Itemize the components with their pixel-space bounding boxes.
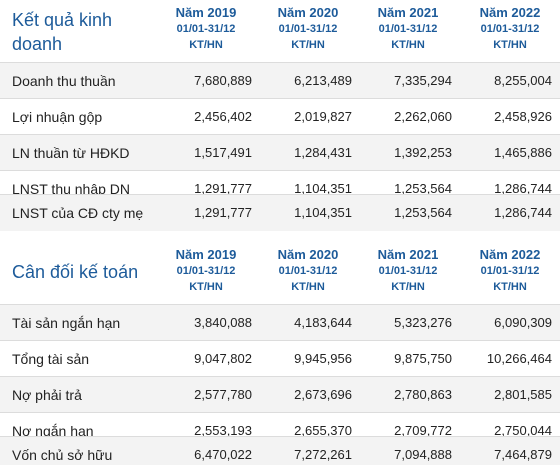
column-type: KT/HN	[391, 39, 425, 51]
row-value: 1,253,564	[394, 181, 452, 196]
row-value: 2,801,585	[494, 387, 552, 402]
table-row: Doanh thu thuần 7,680,889 6,213,489 7,33…	[0, 62, 560, 99]
table-row: LN thuần từ HĐKD 1,517,491 1,284,431 1,3…	[0, 134, 560, 171]
column-period: 01/01-31/12	[278, 265, 338, 277]
row-value: 7,094,888	[394, 447, 452, 462]
row-value: 7,464,879	[494, 447, 552, 462]
column-period: 01/01-31/12	[480, 265, 540, 277]
row-label: Doanh thu thuần	[12, 73, 116, 89]
row-value: 9,047,802	[194, 351, 252, 366]
row-value: 2,019,827	[294, 109, 352, 124]
column-year: Năm 2019	[175, 5, 237, 20]
column-period: 01/01-31/12	[278, 23, 338, 35]
row-label: Nợ phải trả	[12, 387, 82, 403]
column-period: 01/01-31/12	[176, 265, 236, 277]
row-value: 2,577,780	[194, 387, 252, 402]
column-header-2020: Năm 2020 01/01-31/12 KT/HN	[266, 4, 350, 53]
column-type: KT/HN	[391, 281, 425, 293]
column-year: Năm 2020	[277, 5, 339, 20]
table-row: Vốn chủ sở hữu 6,470,022 7,272,261 7,094…	[0, 436, 560, 465]
section-title-line1: Cân đối kế toán	[12, 262, 139, 282]
section-title: Cân đối kế toán	[12, 260, 138, 284]
row-label: LN thuần từ HĐKD	[12, 145, 130, 161]
row-value: 6,470,022	[194, 447, 252, 462]
column-header-2021: Năm 2021 01/01-31/12 KT/HN	[366, 246, 450, 295]
row-label: Tổng tài sản	[12, 351, 90, 367]
row-label: LNST của CĐ cty mẹ	[12, 205, 144, 221]
row-value: 9,945,956	[294, 351, 352, 366]
column-year: Năm 2022	[479, 5, 541, 20]
row-value: 2,780,863	[394, 387, 452, 402]
row-value: 1,465,886	[494, 145, 552, 160]
row-value: 2,458,926	[494, 109, 552, 124]
column-type: KT/HN	[291, 39, 325, 51]
row-value: 6,090,309	[494, 315, 552, 330]
column-period: 01/01-31/12	[480, 23, 540, 35]
row-value: 1,104,351	[294, 205, 352, 220]
row-value: 2,750,044	[494, 423, 552, 438]
column-header-2019: Năm 2019 01/01-31/12 KT/HN	[164, 4, 248, 53]
row-value: 2,655,370	[294, 423, 352, 438]
table-row: LNST của CĐ cty mẹ 1,291,777 1,104,351 1…	[0, 194, 560, 231]
column-period: 01/01-31/12	[378, 23, 438, 35]
column-year: Năm 2021	[377, 247, 439, 262]
column-type: KT/HN	[291, 281, 325, 293]
row-value: 9,875,750	[394, 351, 452, 366]
table-row: Nợ phải trả 2,577,780 2,673,696 2,780,86…	[0, 376, 560, 413]
row-value: 2,456,402	[194, 109, 252, 124]
row-label: Tài sản ngắn hạn	[12, 315, 121, 331]
column-header-2021: Năm 2021 01/01-31/12 KT/HN	[366, 4, 450, 53]
section-title-line1: Kết quả kinh	[12, 10, 113, 30]
row-value: 5,323,276	[394, 315, 452, 330]
row-value: 1,517,491	[194, 145, 252, 160]
row-value: 1,253,564	[394, 205, 452, 220]
column-header-2020: Năm 2020 01/01-31/12 KT/HN	[266, 246, 350, 295]
column-year: Năm 2019	[175, 247, 237, 262]
table-row: Lợi nhuận gộp 2,456,402 2,019,827 2,262,…	[0, 98, 560, 135]
row-value: 1,291,777	[194, 181, 252, 196]
column-header-2019: Năm 2019 01/01-31/12 KT/HN	[164, 246, 248, 295]
income-statement-section: Kết quả kinh doanh Năm 2019 01/01-31/12 …	[0, 0, 560, 228]
table-row: Tài sản ngắn hạn 3,840,088 4,183,644 5,3…	[0, 304, 560, 341]
row-value: 8,255,004	[494, 73, 552, 88]
column-type: KT/HN	[189, 39, 223, 51]
column-period: 01/01-31/12	[378, 265, 438, 277]
row-value: 7,335,294	[394, 73, 452, 88]
row-value: 2,553,193	[194, 423, 252, 438]
column-type: KT/HN	[493, 39, 527, 51]
row-label: Lợi nhuận gộp	[12, 109, 103, 125]
row-value: 2,262,060	[394, 109, 452, 124]
table-row: Nợ ngắn hạn 2,553,193 2,655,370 2,709,77…	[0, 412, 560, 449]
row-value: 2,709,772	[394, 423, 452, 438]
column-year: Năm 2020	[277, 247, 339, 262]
column-type: KT/HN	[189, 281, 223, 293]
row-value: 7,680,889	[194, 73, 252, 88]
row-value: 2,673,696	[294, 387, 352, 402]
row-label: Nợ ngắn hạn	[12, 423, 94, 439]
column-header-2022: Năm 2022 01/01-31/12 KT/HN	[468, 4, 552, 53]
row-value: 4,183,644	[294, 315, 352, 330]
row-value: 1,392,253	[394, 145, 452, 160]
table-row: LNST thu nhập DN 1,291,777 1,104,351 1,2…	[0, 170, 560, 207]
row-value: 1,284,431	[294, 145, 352, 160]
column-period: 01/01-31/12	[176, 23, 236, 35]
row-value: 1,104,351	[294, 181, 352, 196]
row-value: 1,291,777	[194, 205, 252, 220]
row-value: 10,266,464	[486, 351, 552, 366]
section-title-line2: doanh	[12, 34, 63, 54]
column-year: Năm 2021	[377, 5, 439, 20]
row-value: 7,272,261	[294, 447, 352, 462]
row-label: LNST thu nhập DN	[12, 181, 131, 197]
row-value: 3,840,088	[194, 315, 252, 330]
section-title: Kết quả kinh doanh	[12, 8, 112, 56]
column-year: Năm 2022	[479, 247, 541, 262]
table-row: Tổng tài sản 9,047,802 9,945,956 9,875,7…	[0, 340, 560, 377]
row-value: 1,286,744	[494, 181, 552, 196]
column-type: KT/HN	[493, 281, 527, 293]
balance-sheet-section: Cân đối kế toán Năm 2019 01/01-31/12 KT/…	[0, 240, 560, 464]
row-value: 6,213,489	[294, 73, 352, 88]
column-header-2022: Năm 2022 01/01-31/12 KT/HN	[468, 246, 552, 295]
row-label: Vốn chủ sở hữu	[12, 447, 113, 463]
row-value: 1,286,744	[494, 205, 552, 220]
